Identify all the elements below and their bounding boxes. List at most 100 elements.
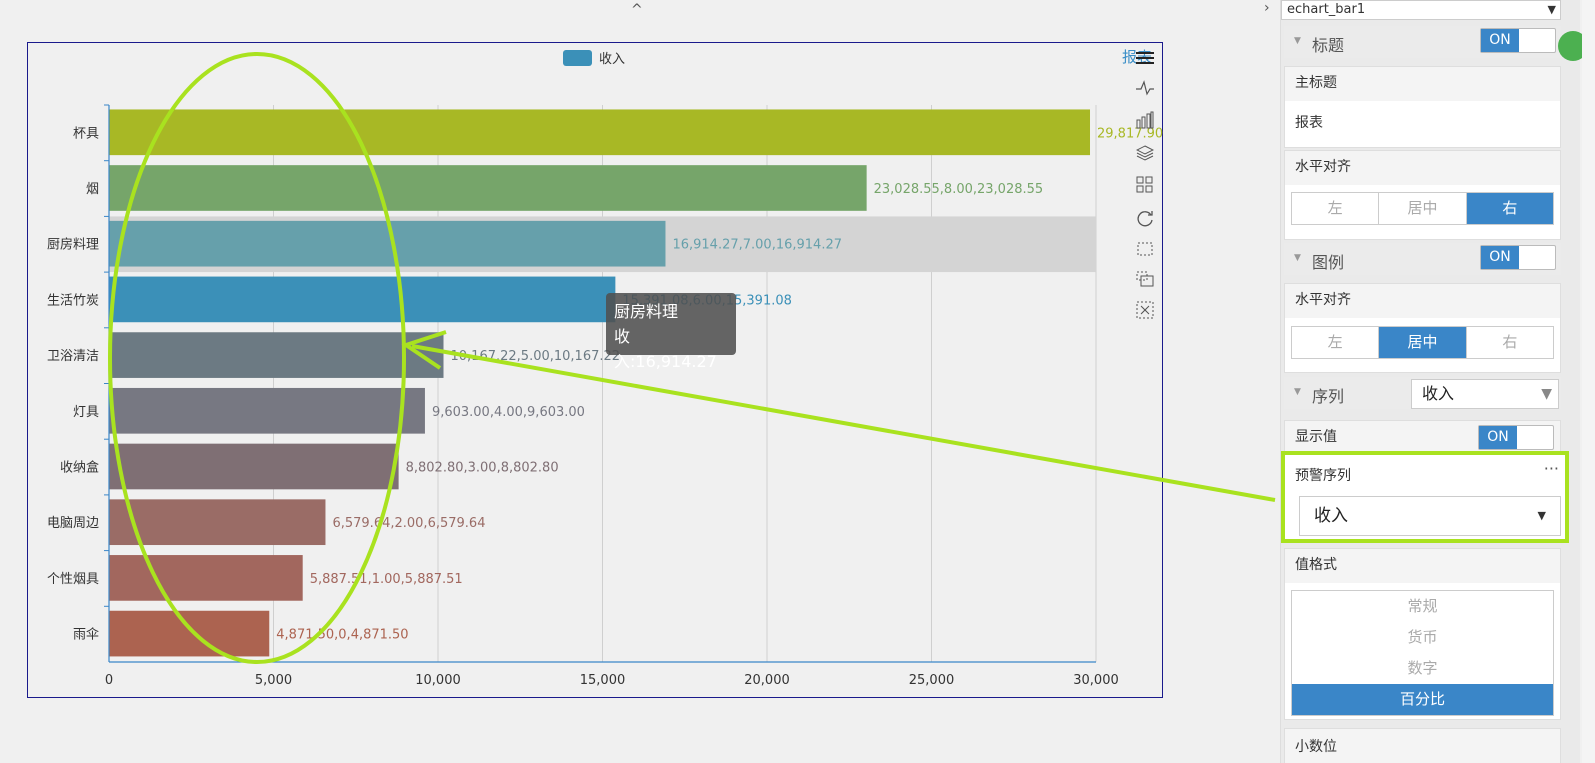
title-align-center[interactable]: 居中 — [1379, 193, 1467, 224]
data-zoom-reset-icon[interactable] — [1133, 267, 1157, 291]
x-tick-label: 5,000 — [255, 673, 292, 688]
legend-align-right[interactable]: 右 — [1502, 333, 1518, 351]
clear-icon[interactable] — [1133, 298, 1157, 322]
bar-value-label: 6,579.64,2.00,6,579.64 — [332, 516, 485, 531]
warning-series-card: 预警序列 ··· 收入 ▼ — [1281, 451, 1569, 543]
chart-container: 收入 0 5,000 10,000 15,000 20,000 25,000 30,000 杯具… — [27, 42, 1163, 698]
properties-panel: echart_bar1 ▼ ▼ 标题 ON 主标题 报表 水平对齐 左 居中 右… — [1280, 0, 1580, 763]
component-select[interactable]: echart_bar1 ▼ — [1281, 0, 1561, 20]
bar-value-label: 29,817.90 — [1097, 126, 1163, 141]
title-align-right[interactable]: 右 — [1466, 193, 1553, 224]
bar — [109, 165, 867, 211]
legend-section-label: 图例 — [1312, 253, 1345, 272]
x-tick-label: 10,000 — [415, 673, 461, 688]
legend-align-label: 水平对齐 — [1285, 284, 1560, 318]
warning-series-select[interactable]: 收入 ▼ — [1299, 496, 1561, 536]
bar-chart-icon[interactable] — [1133, 108, 1157, 132]
format-option-number[interactable]: 数字 — [1407, 659, 1438, 677]
warning-series-label: 预警序列 — [1295, 468, 1351, 484]
title-align-segmented: 左 居中 右 — [1291, 192, 1554, 225]
bar-value-label: 8,802.80,3.00,8,802.80 — [406, 460, 559, 475]
series-select-value: 收入 — [1422, 384, 1455, 403]
line-chart-icon[interactable] — [1133, 76, 1157, 100]
bar — [109, 555, 303, 601]
y-category-label: 生活竹炭 — [47, 293, 99, 308]
bar-value-label: 23,028.55,8.00,23,028.55 — [874, 182, 1044, 197]
legend-label: 收入 — [599, 52, 625, 67]
value-format-label: 值格式 — [1285, 549, 1560, 583]
dropdown-arrow-icon: ▼ — [1541, 386, 1552, 402]
toggle-on-label: ON — [1481, 246, 1519, 269]
series-section-label: 序列 — [1312, 387, 1345, 406]
bar — [109, 220, 666, 267]
x-tick-label: 20,000 — [744, 673, 790, 688]
bar-value-label: 9,603.00,4.00,9,603.00 — [432, 405, 585, 420]
warning-series-value: 收入 — [1314, 506, 1348, 526]
y-category-label: 厨房料理 — [47, 237, 99, 253]
value-format-list: 常规 货币 数字 百分比 — [1291, 590, 1554, 716]
component-select-value: echart_bar1 — [1287, 2, 1366, 17]
panel-scrollbar[interactable] — [1582, 0, 1595, 763]
format-option-general[interactable]: 常规 — [1407, 597, 1438, 615]
bar-chart: 收入 0 5,000 10,000 15,000 20,000 25,000 30,000 杯具… — [47, 50, 1163, 688]
show-value-toggle[interactable]: ON — [1478, 425, 1554, 450]
bar-value-label: 16,914.27,7.00,16,914.27 — [672, 238, 842, 253]
more-options-icon[interactable]: ··· — [1543, 459, 1559, 478]
bar — [109, 109, 1091, 156]
bar-value-label: 10,167.22,5.00,10,167.22 — [451, 349, 621, 364]
title-align-left[interactable]: 左 — [1292, 193, 1380, 224]
legend-toggle[interactable]: ON — [1480, 245, 1556, 270]
dropdown-arrow-icon: ▼ — [1547, 3, 1556, 16]
format-option-currency[interactable]: 货币 — [1407, 628, 1438, 646]
bar — [109, 387, 425, 434]
bar — [109, 610, 270, 657]
toggle-on-label: ON — [1479, 426, 1517, 449]
main-title-label: 主标题 — [1285, 67, 1560, 101]
series-select[interactable]: 收入 ▼ — [1411, 379, 1559, 409]
collapse-triangle-icon: ▼ — [1294, 387, 1301, 397]
title-toggle[interactable]: ON — [1480, 28, 1556, 53]
decimals-label: 小数位 — [1285, 729, 1560, 763]
y-category-label: 收纳盒 — [60, 459, 99, 475]
y-category-label: 电脑周边 — [47, 516, 99, 531]
x-tick-label: 25,000 — [909, 673, 955, 688]
bar-value-label: 4,871.50,0,4,871.50 — [276, 628, 408, 643]
tiled-icon[interactable] — [1133, 173, 1157, 197]
y-category-label: 雨伞 — [73, 627, 99, 643]
y-category-label: 灯具 — [73, 405, 99, 420]
bar-value-label: 5,887.51,1.00,5,887.51 — [310, 572, 463, 587]
tooltip-value: 收入:16,914.27 — [614, 327, 717, 371]
bar — [109, 332, 444, 378]
legend-align-left[interactable]: 左 — [1292, 327, 1380, 358]
collapse-caret-icon[interactable]: ^ — [631, 2, 643, 18]
title-align-label: 水平对齐 — [1285, 151, 1560, 185]
decimals-card: 小数位 — [1284, 728, 1561, 763]
x-tick-label: 30,000 — [1073, 673, 1119, 688]
panel-collapse-icon[interactable]: › — [1264, 0, 1270, 16]
collapse-triangle-icon: ▼ — [1294, 36, 1301, 46]
legend-align-center[interactable]: 居中 — [1379, 327, 1467, 358]
data-zoom-icon[interactable] — [1133, 237, 1157, 261]
bar — [109, 276, 616, 323]
bar — [109, 499, 326, 546]
bar — [109, 443, 399, 490]
chart-tooltip: 厨房料理 收入:16,914.27 — [606, 293, 736, 371]
collapse-triangle-icon: ▼ — [1294, 253, 1301, 263]
x-tick-label: 15,000 — [580, 673, 626, 688]
x-tick-label: 0 — [105, 673, 113, 688]
stack-icon[interactable] — [1133, 141, 1157, 165]
restore-icon[interactable] — [1133, 206, 1157, 230]
title-section-label: 标题 — [1312, 36, 1345, 55]
y-category-label: 个性烟具 — [47, 572, 99, 587]
y-category-label: 卫浴清洁 — [47, 349, 99, 364]
format-option-percent[interactable]: 百分比 — [1292, 684, 1553, 715]
menu-icon[interactable] — [1133, 46, 1157, 70]
legend-align-segmented: 左 居中 右 — [1291, 326, 1554, 359]
main-title-card: 主标题 报表 — [1284, 66, 1561, 148]
legend-swatch — [563, 50, 592, 66]
main-title-input[interactable]: 报表 — [1295, 115, 1323, 131]
dropdown-arrow-icon: ▼ — [1537, 509, 1546, 522]
toggle-on-label: ON — [1481, 29, 1519, 52]
tooltip-title: 厨房料理 — [614, 302, 679, 321]
y-category-label: 烟 — [86, 182, 99, 197]
